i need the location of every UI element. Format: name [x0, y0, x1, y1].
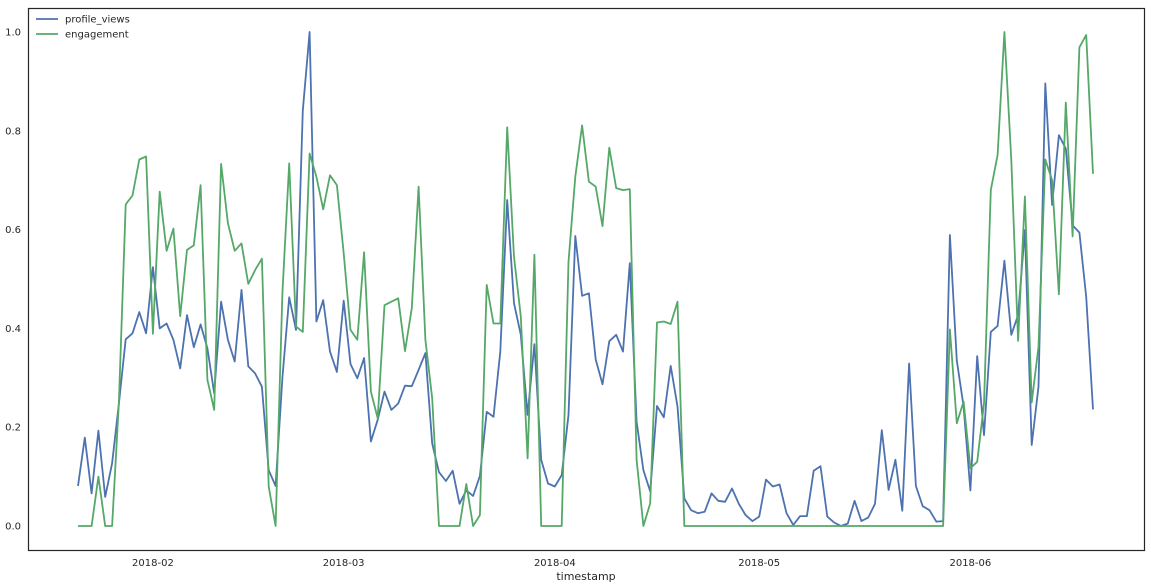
series-line-engagement — [78, 31, 1094, 527]
y-tick-label: 0.8 — [5, 126, 21, 137]
y-tick-label: 0.0 — [5, 522, 21, 533]
y-tick-label: 0.2 — [5, 423, 21, 434]
y-tick-label: 0.6 — [5, 225, 21, 236]
legend: profile_views engagement — [36, 15, 130, 41]
legend-label: engagement — [65, 30, 129, 41]
x-tick-label: 2018-03 — [323, 558, 365, 569]
x-tick-label: 2018-06 — [949, 558, 991, 569]
x-tick-label: 2018-05 — [738, 558, 780, 569]
x-axis-title: timestamp — [556, 570, 615, 583]
series-line-profile-views — [77, 31, 1094, 527]
x-axis-ticks: 2018-02 2018-03 2018-04 2018-05 2018-06 — [132, 558, 991, 569]
legend-label: profile_views — [65, 15, 130, 26]
y-tick-label: 0.4 — [5, 324, 21, 335]
x-tick-label: 2018-04 — [534, 558, 576, 569]
x-tick-label: 2018-02 — [132, 558, 174, 569]
plot-area — [77, 31, 1094, 527]
y-tick-label: 1.0 — [5, 28, 21, 39]
axes-frame — [27, 7, 1146, 552]
y-axis-ticks: 0.0 0.2 0.4 0.6 0.8 1.0 — [5, 28, 21, 533]
